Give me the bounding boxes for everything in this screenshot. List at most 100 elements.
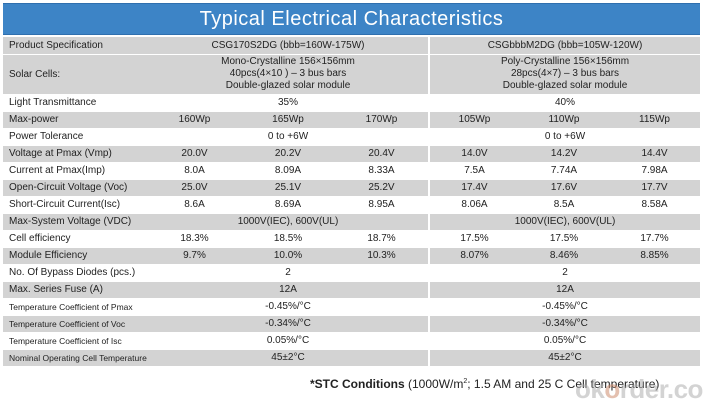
right-model-cell: Poly-Crystalline 156×156mm 28pcs(4×7) – 3… [427,54,701,95]
value-cell: 8.0A [148,162,241,180]
value-cell: 8.33A [335,162,429,180]
footnote-bold: *STC Conditions [310,377,405,391]
cell-line: Poly-Crystalline 156×156mm [500,56,630,67]
row-label: Solar Cells: [3,54,148,95]
left-model-cell: 1000V(IEC), 600V(UL) [148,213,429,231]
row-label: Current at Pmax(Imp) [3,162,148,180]
value-cell: 105Wp [428,111,519,129]
left-model-cell: 12A [148,281,429,299]
table-row: Temperature Coefficient of Pmax -0.45%/°C… [3,298,701,316]
left-model-cell: Mono-Crystalline 156×156mm 40pcs(4×10 ) –… [148,54,429,95]
value-cell: 8.95A [335,196,429,214]
table-row: Solar Cells: Mono-Crystalline 156×156mm 40… [3,54,701,95]
row-label: Cell efficiency [3,230,148,248]
row-label: Nominal Operating Cell Temperature [3,349,148,367]
table-row: Max. Series Fuse (A) 12A 12A [3,281,701,299]
row-label: Temperature Coefficient of Pmax [3,298,148,316]
table-row: Product Specification CSG170S2DG (bbb=160… [3,37,701,55]
left-model-cell: -0.45%/°C [148,298,429,316]
left-model-cell: CSG170S2DG (bbb=160W-175W) [148,37,429,55]
table-title: Typical Electrical Characteristics [3,3,700,35]
row-label: Open-Circuit Voltage (Voc) [3,179,148,197]
left-model-cell: 0.05%/°C [148,332,429,350]
value-cell: 8.69A [241,196,335,214]
table-row: Cell efficiency 18.3% 18.5% 18.7% 17.5% 17.5%… [3,230,701,248]
value-cell: 17.7V [609,179,701,197]
table-row: Nominal Operating Cell Temperature 45±2°C… [3,349,701,367]
row-label: Temperature Coefficient of Isc [3,332,148,350]
value-cell: 14.0V [428,145,519,163]
table-row: Current at Pmax(Imp) 8.0A 8.09A 8.33A 7.5A 7.… [3,162,701,180]
footnote-superscript: 2 [463,378,468,385]
value-cell: 7.98A [609,162,701,180]
electrical-characteristics-table: Product Specification CSG170S2DG (bbb=160… [3,37,701,367]
left-model-cell: 2 [148,264,429,282]
value-cell: 10.3% [335,247,429,265]
value-cell: 25.0V [148,179,241,197]
value-cell: 14.2V [519,145,609,163]
table-row: Power Tolerance 0 to +6W 0 to +6W [3,128,701,146]
right-model-cell: 0 to +6W [427,128,701,146]
row-label: Module Efficiency [3,247,148,265]
value-cell: 160Wp [148,111,241,129]
table-row: No. Of Bypass Diodes (pcs.) 2 2 [3,264,701,282]
value-cell: 110Wp [519,111,609,129]
left-model-cell: 45±2°C [148,349,429,367]
left-model-cell: 35% [148,94,429,112]
value-cell: 7.5A [428,162,519,180]
value-cell: 17.5% [519,230,609,248]
value-cell: 8.07% [428,247,519,265]
value-cell: 20.4V [335,145,429,163]
value-cell: 8.6A [148,196,241,214]
value-cell: 20.2V [241,145,335,163]
value-cell: 170Wp [335,111,429,129]
table-row: Voltage at Pmax (Vmp) 20.0V 20.2V 20.4V 14.0… [3,145,701,163]
footnote-text-b: ; 1.5 AM and 25 C Cell temperature) [467,377,660,391]
cell-line: 40pcs(4×10 ) – 3 bus bars [229,68,347,79]
value-cell: 8.58A [609,196,701,214]
right-model-cell: 12A [427,281,701,299]
row-label: Product Specification [3,37,148,55]
right-model-cell: 2 [427,264,701,282]
row-label: Max-System Voltage (VDC) [3,213,148,231]
right-model-cell: -0.45%/°C [427,298,701,316]
value-cell: 165Wp [241,111,335,129]
value-cell: 17.5% [428,230,519,248]
row-label: Max-power [3,111,148,129]
value-cell: 17.6V [519,179,609,197]
stc-footnote: *STC Conditions (1000W/m2; 1.5 AM and 25… [310,377,659,391]
value-cell: 10.0% [241,247,335,265]
table-row: Open-Circuit Voltage (Voc) 25.0V 25.1V 25.2… [3,179,701,197]
row-label: Power Tolerance [3,128,148,146]
table-row: Temperature Coefficient of Isc 0.05%/°C 0.… [3,332,701,350]
table-row: Max-System Voltage (VDC) 1000V(IEC), 600V… [3,213,701,231]
right-model-cell: -0.34%/°C [427,315,701,333]
watermark-logo: okorder.com [575,374,703,404]
value-cell: 115Wp [609,111,701,129]
cell-line: Mono-Crystalline 156×156mm [221,56,355,67]
table-row: Short-Circuit Current(Isc) 8.6A 8.69A 8.95A… [3,196,701,214]
value-cell: 8.5A [519,196,609,214]
row-label: Max. Series Fuse (A) [3,281,148,299]
cell-line: Double-glazed solar module [225,80,351,91]
table-row: Light Transmittance 35% 40% [3,94,701,112]
value-cell: 18.7% [335,230,429,248]
cell-line: Double-glazed solar module [502,80,628,91]
value-cell: 17.4V [428,179,519,197]
left-model-cell: 0 to +6W [148,128,429,146]
row-label: Temperature Coefficient of Voc [3,315,148,333]
left-model-cell: -0.34%/°C [148,315,429,333]
value-cell: 25.1V [241,179,335,197]
right-model-cell: 40% [427,94,701,112]
value-cell: 20.0V [148,145,241,163]
value-cell: 8.46% [519,247,609,265]
value-cell: 18.3% [148,230,241,248]
right-model-cell: CSGbbbM2DG (bbb=105W-120W) [427,37,701,55]
footnote-text-a: (1000W/m [404,377,464,391]
row-label: Voltage at Pmax (Vmp) [3,145,148,163]
spec-sheet: Typical Electrical Characteristics Produ… [3,3,701,367]
value-cell: 7.74A [519,162,609,180]
value-cell: 18.5% [241,230,335,248]
right-model-cell: 0.05%/°C [427,332,701,350]
value-cell: 8.09A [241,162,335,180]
